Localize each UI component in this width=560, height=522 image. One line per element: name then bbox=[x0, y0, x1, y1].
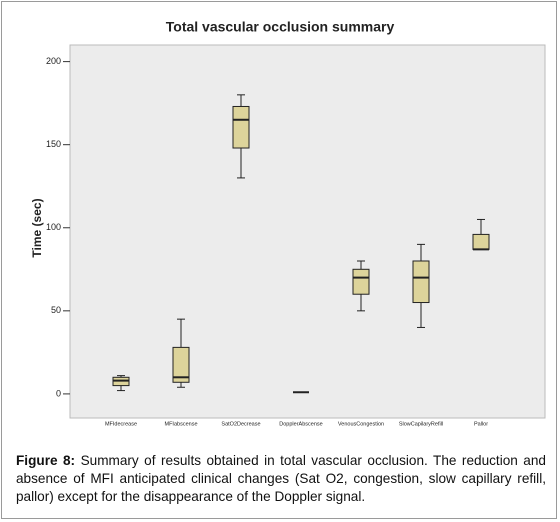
y-tick-label: 150 bbox=[46, 139, 61, 149]
box bbox=[352, 268, 370, 295]
x-tick-label: MFIabscense bbox=[164, 421, 197, 427]
y-tick-label: 0 bbox=[56, 388, 61, 398]
box bbox=[232, 105, 250, 149]
x-tick-label: MFIdecrease bbox=[105, 421, 137, 427]
caption: Figure 8: Summary of results obtained in… bbox=[16, 452, 546, 506]
box bbox=[472, 233, 490, 250]
caption-text: Summary of results obtained in total vas… bbox=[16, 453, 546, 504]
chart: Total vascular occlusion summary Time (s… bbox=[30, 19, 546, 427]
box bbox=[412, 260, 430, 304]
x-tick-label: Pallor bbox=[474, 421, 488, 427]
x-tick-label: VenousCongestion bbox=[338, 421, 384, 427]
plot-area bbox=[69, 44, 546, 419]
y-tick-label: 50 bbox=[51, 305, 61, 315]
caption-label: Figure 8: bbox=[16, 453, 76, 468]
y-axis-label: Time (sec) bbox=[30, 198, 44, 257]
x-tick-label: SlowCapilaryRefill bbox=[399, 421, 443, 427]
y-tick-label: 200 bbox=[46, 56, 61, 66]
y-tick-label: 100 bbox=[46, 222, 61, 232]
chart-title: Total vascular occlusion summary bbox=[166, 19, 395, 35]
box bbox=[172, 346, 190, 383]
x-tick-label: DopplerAbscense bbox=[279, 421, 322, 427]
x-tick-label: SatO2Decrease bbox=[221, 421, 260, 427]
